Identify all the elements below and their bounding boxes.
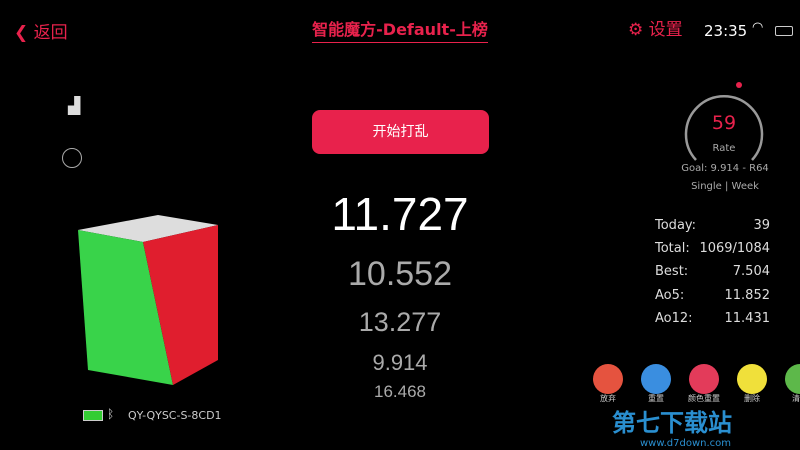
action-reset[interactable]: 重置 bbox=[636, 364, 676, 404]
gauge-marker bbox=[736, 82, 742, 88]
rate-gauge bbox=[684, 82, 764, 161]
stat-total: Total: 1069/1084 bbox=[655, 241, 770, 256]
battery-icon bbox=[775, 26, 793, 36]
history-time: 13.277 bbox=[358, 307, 442, 337]
stat-today: Today: 39 bbox=[655, 218, 770, 233]
gear-icon: ⚙ bbox=[628, 20, 644, 40]
history-time: 9.914 bbox=[372, 350, 428, 375]
page-title: 智能魔方-Default-上榜 bbox=[260, 20, 540, 43]
action-giveup[interactable]: 放弃 bbox=[588, 364, 628, 404]
stat-best: Best: 7.504 bbox=[655, 264, 770, 279]
stat-ao5: Ao5: 11.852 bbox=[655, 288, 770, 303]
history-time: 10.552 bbox=[348, 255, 452, 293]
back-button[interactable]: ❮ 返回 bbox=[14, 23, 68, 43]
settings-label: 设置 bbox=[648, 20, 683, 40]
back-label: 返回 bbox=[33, 23, 68, 43]
history-time: 16.468 bbox=[374, 382, 426, 401]
rate-mode[interactable]: Single | Week bbox=[691, 181, 759, 192]
wifi-icon: ◠ bbox=[752, 20, 764, 35]
device-name: QY-QYSC-S-8CD1 bbox=[128, 409, 222, 422]
rate-label: Rate bbox=[712, 143, 736, 154]
settings-button[interactable]: ⚙ 设置 bbox=[628, 20, 683, 40]
cube-view-icon[interactable] bbox=[62, 148, 82, 168]
scramble-button[interactable]: 开始打乱 bbox=[312, 110, 489, 154]
watermark-url: www.d7down.com bbox=[640, 438, 732, 449]
action-clear[interactable]: 清空 bbox=[780, 364, 800, 404]
cube-front-face bbox=[78, 230, 173, 385]
action-bar: 放弃 重置 颜色重置 删除 清空 bbox=[588, 364, 800, 404]
current-time: 11.727 bbox=[331, 188, 469, 240]
cube-3d[interactable] bbox=[68, 200, 228, 390]
cube-top-face bbox=[78, 215, 218, 242]
clock: 23:35 bbox=[704, 22, 748, 40]
bluetooth-icon: ᛒ bbox=[107, 407, 115, 421]
rate-value: 59 bbox=[711, 112, 737, 134]
stat-ao12: Ao12: 11.431 bbox=[655, 311, 770, 326]
device-battery-icon bbox=[83, 410, 103, 421]
action-delete[interactable]: 删除 bbox=[732, 364, 772, 404]
watermark-logo: 第七下载站 bbox=[612, 409, 732, 437]
cube-right-face bbox=[143, 225, 218, 385]
goal-text: Goal: 9.914 - R64 bbox=[681, 163, 769, 174]
stats-chart-icon[interactable]: ▟ bbox=[68, 96, 81, 115]
action-color-reset[interactable]: 颜色重置 bbox=[684, 364, 724, 404]
